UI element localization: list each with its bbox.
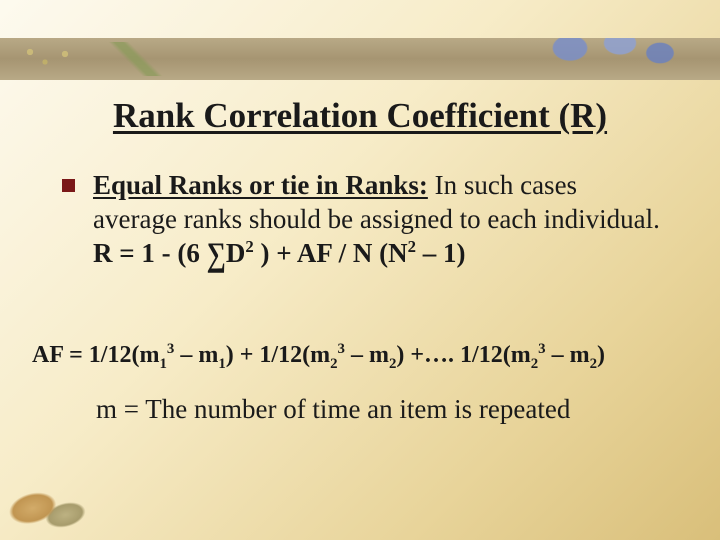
af-t6: ) [597, 342, 605, 368]
af-formula: AF = 1/12(m13 – m1) + 1/12(m23 – m2) +….… [32, 342, 692, 369]
formula: R = 1 - (6 ∑D2 ) + AF / N (N2 – 1) [93, 238, 466, 268]
body-content: Equal Ranks or tie in Ranks: In such cas… [62, 168, 662, 270]
slide: Rank Correlation Coefficient (R) Equal R… [0, 0, 720, 540]
af-t1: – m [174, 342, 218, 368]
sub-1a: 1 [159, 356, 166, 372]
m-definition: m = The number of time an item is repeat… [96, 394, 656, 425]
decorative-banner [0, 38, 720, 80]
sub-2c: 2 [531, 356, 538, 372]
f-prefix: R = 1 - (6 [93, 238, 207, 268]
sup-3c: 3 [538, 341, 545, 357]
af-t2: ) + 1/12(m [226, 342, 330, 368]
sup-2: 2 [245, 237, 253, 256]
sigma-icon: ∑ [207, 233, 226, 276]
sub-2d: 2 [590, 356, 597, 372]
af-t4: ) +…. 1/12(m [396, 342, 530, 368]
af-t5: – m [546, 342, 590, 368]
sub-1b: 1 [218, 356, 225, 372]
lead-phrase: Equal Ranks or tie in Ranks: [93, 170, 428, 200]
f-var: D [226, 238, 246, 268]
bullet-marker [62, 179, 75, 192]
sup-3b: 3 [338, 341, 345, 357]
bullet-item: Equal Ranks or tie in Ranks: In such cas… [62, 168, 662, 270]
f-mid: ) + AF / N (N [254, 238, 408, 268]
f-tail: – 1) [416, 238, 466, 268]
af-prefix: AF = 1/12(m [32, 342, 159, 368]
slide-title: Rank Correlation Coefficient (R) [0, 96, 720, 136]
af-t3: – m [345, 342, 389, 368]
sup-2b: 2 [408, 237, 416, 256]
bullet-text: Equal Ranks or tie in Ranks: In such cas… [93, 168, 662, 270]
sub-2a: 2 [330, 356, 337, 372]
